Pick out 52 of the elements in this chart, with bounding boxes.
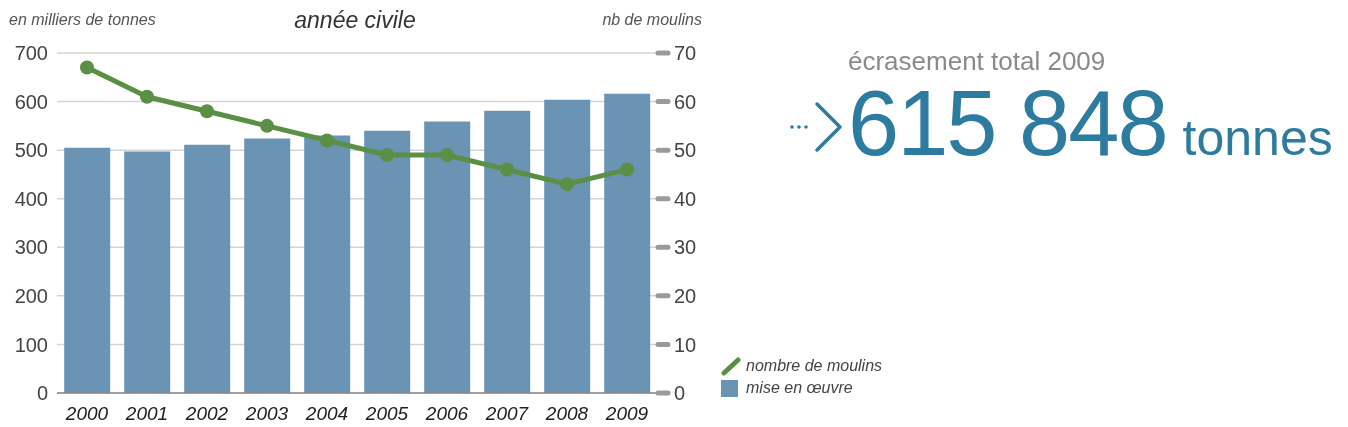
y2-tick-label: 10 [674,333,697,356]
point [560,177,574,192]
point [500,162,514,177]
x-tick-label: 2007 [484,403,530,425]
point [440,148,454,162]
bar [244,138,291,393]
y2-tick-label: 0 [674,382,686,405]
y-axis-title: en milliers de tonnes [9,11,156,28]
x-tick-label: 2000 [64,403,109,425]
bar [364,130,411,393]
legend-label: mise en œuvre [746,379,853,396]
x-tick-label: 2004 [304,403,349,425]
chart-title: année civile [294,7,416,33]
y2-axis-title: nb de moulins [602,11,702,28]
y-tick-label: 600 [14,90,48,113]
y-tick-label: 300 [14,236,48,259]
x-tick-label: 2003 [244,403,289,425]
y-tick-label: 100 [14,333,48,356]
y-tick-label: 200 [14,284,48,307]
bar [424,121,471,393]
point [80,60,94,75]
bar [64,147,111,393]
y2-tick-label: 50 [674,139,697,162]
y-tick-label: 400 [14,187,48,210]
x-tick-label: 2006 [424,403,469,425]
y2-tick-label: 30 [674,236,697,259]
bar [544,99,591,393]
bar [304,135,351,393]
y2-tick-label: 20 [674,285,697,308]
y-tick-label: 700 [14,42,48,65]
y-tick-label: 500 [14,139,48,162]
y-tick-label: 0 [36,382,48,405]
text: tonnes [1182,110,1333,166]
bar [124,151,171,393]
bar [184,144,231,393]
bar [484,110,531,393]
y2-tick-label: 60 [674,90,697,113]
point [320,133,334,148]
point [140,89,154,104]
point [200,104,214,119]
x-tick-label: 2005 [364,403,409,425]
x-tick-label: 2009 [604,403,649,425]
point [380,148,394,162]
legend-label: nombre de moulins [746,357,883,374]
bar [604,93,651,393]
y2-tick-label: 70 [674,42,697,65]
point [260,118,274,133]
point [620,162,634,177]
x-tick-label: 2008 [544,403,589,425]
x-tick-label: 2001 [124,403,169,425]
x-tick-label: 2002 [184,403,229,425]
y2-tick-label: 40 [674,187,697,210]
